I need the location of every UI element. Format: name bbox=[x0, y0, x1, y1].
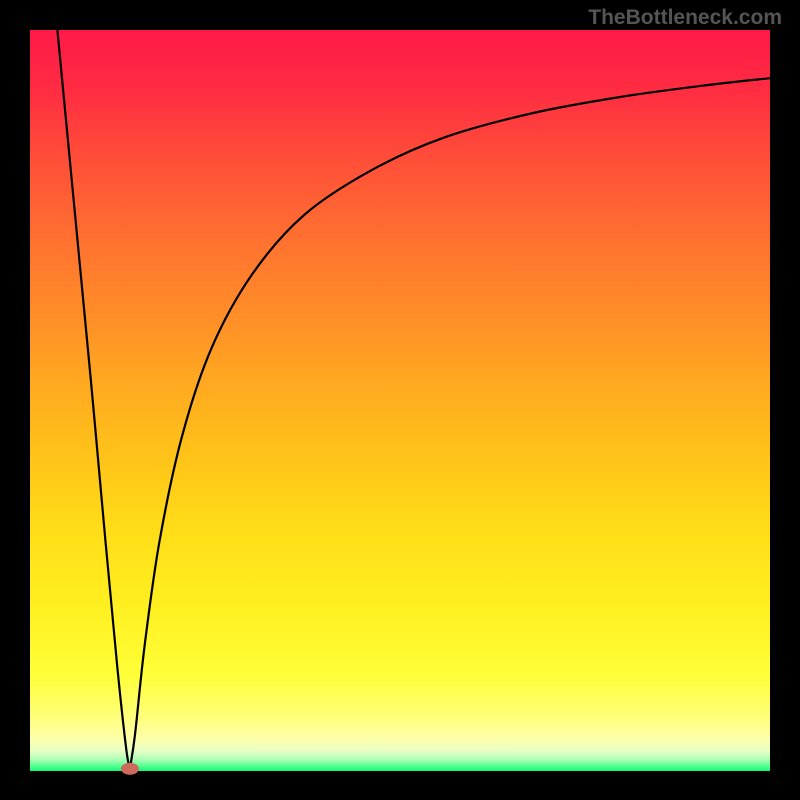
plot-background bbox=[30, 30, 770, 771]
bottleneck-chart bbox=[0, 0, 800, 800]
minimum-marker bbox=[121, 763, 139, 775]
chart-container: TheBottleneck.com bbox=[0, 0, 800, 800]
watermark-text: TheBottleneck.com bbox=[588, 6, 782, 30]
